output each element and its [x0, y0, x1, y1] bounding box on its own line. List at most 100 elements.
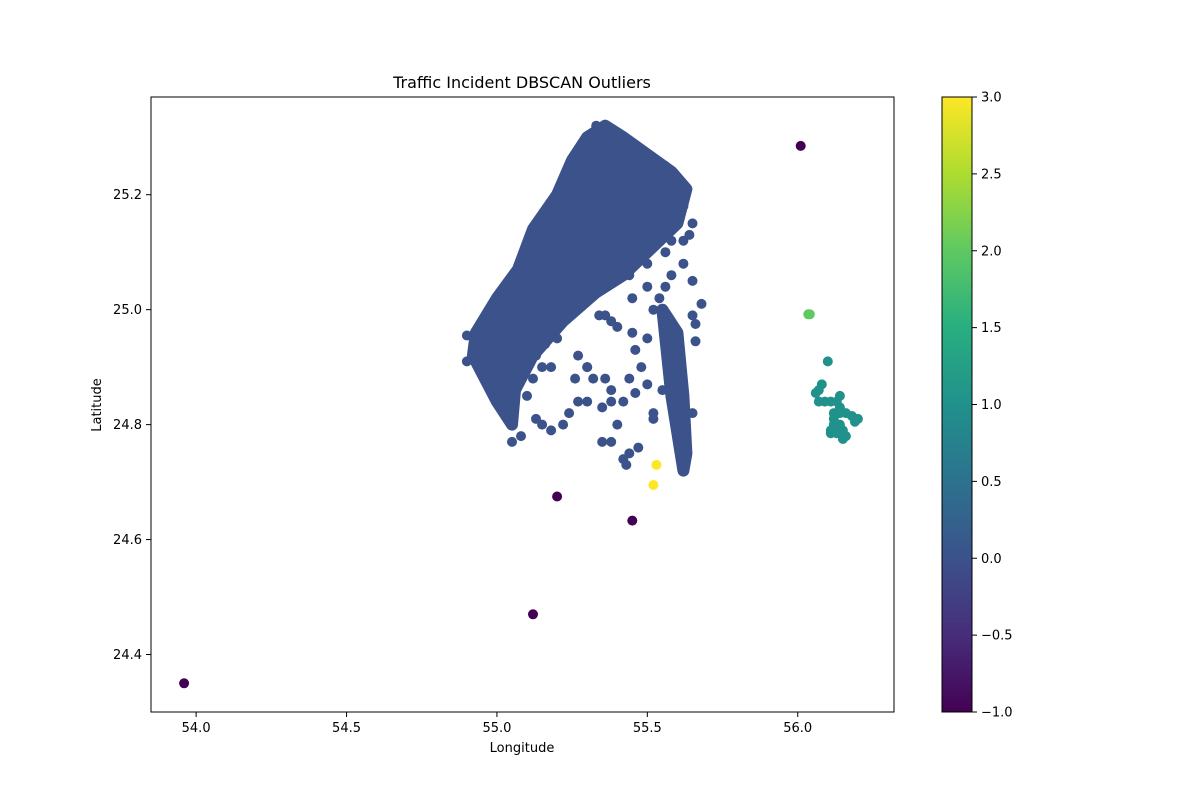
- x-axis: 54.0 54.5 55.0 55.5 56.0: [182, 712, 812, 736]
- scatter-point-cluster-0: [588, 373, 599, 384]
- scatter-point-cluster-0: [552, 235, 563, 246]
- x-tick-label: 55.5: [633, 721, 662, 736]
- scatter-point-cluster-0: [690, 336, 701, 347]
- scatter-point-cluster-0: [630, 344, 641, 355]
- y-tick-label: 25.2: [113, 188, 142, 203]
- scatter-point-cluster-0: [612, 143, 623, 154]
- scatter-point-cluster-0: [528, 373, 538, 384]
- scatter-point-cluster-0: [531, 350, 541, 361]
- scatter-point-cluster-2: [803, 309, 814, 320]
- scatter-point-cluster-0: [504, 379, 514, 390]
- scatter-point-cluster-0: [507, 436, 517, 447]
- scatter-point-cluster-0: [687, 275, 698, 286]
- scatter-point-cluster-0: [570, 161, 581, 171]
- scatter-point-cluster-0: [567, 189, 578, 200]
- scatter-point-cluster-0: [642, 333, 653, 344]
- scatter-point-cluster-0: [627, 247, 638, 258]
- scatter-point-cluster-0: [606, 385, 617, 396]
- colorbar-tick-label: 1.5: [981, 321, 1002, 336]
- scatter-point-cluster-0: [630, 388, 641, 398]
- scatter-point-cluster-0: [627, 293, 638, 304]
- scatter-point-cluster-noise: [627, 515, 638, 526]
- chart-title: Traffic Incident DBSCAN Outliers: [392, 73, 651, 92]
- scatter-point-cluster-0: [461, 356, 472, 367]
- scatter-point-cluster-0: [582, 362, 593, 373]
- scatter-point-cluster-0: [582, 396, 593, 407]
- y-tick-label: 24.6: [113, 533, 142, 548]
- scatter-point-cluster-3: [651, 459, 662, 470]
- colorbar-tick-label: 3.0: [981, 91, 1002, 106]
- x-tick-label: 56.0: [783, 721, 812, 736]
- scatter-point-cluster-1: [810, 388, 821, 398]
- colorbar-tick-label: −1.0: [981, 706, 1013, 721]
- colorbar-ticks: −1.0 −0.5 0.0 0.5 1.0 1.5 2.0 2.5 3.0: [972, 91, 1013, 721]
- scatter-point-cluster-0: [642, 379, 653, 390]
- y-axis: 24.4 24.6 24.8 25.0 25.2: [113, 188, 151, 663]
- scatter-point-cluster-0: [654, 293, 665, 304]
- scatter-point-cluster-0: [633, 442, 644, 453]
- scatter-point-cluster-0: [660, 161, 671, 171]
- scatter-point-cluster-0: [696, 298, 707, 309]
- scatter-point-cluster-0: [573, 396, 584, 407]
- scatter-point-cluster-0: [531, 413, 541, 424]
- scatter-point-cluster-0: [597, 436, 608, 447]
- scatter-point-cluster-1: [828, 413, 839, 424]
- colorbar-tick-label: 1.0: [981, 398, 1002, 413]
- scatter-point-cluster-0: [660, 247, 671, 258]
- scatter-point-cluster-0: [687, 218, 698, 229]
- scatter-point-cluster-0: [621, 459, 632, 470]
- scatter-point-cluster-0: [522, 275, 532, 286]
- colorbar-tick-label: 2.0: [981, 244, 1002, 259]
- scatter-point-cluster-0: [666, 224, 677, 235]
- scatter-point-cluster-0: [657, 385, 668, 396]
- scatter-point-cluster-0: [678, 258, 689, 269]
- scatter-point-cluster-0: [606, 396, 617, 407]
- scatter-point-cluster-0: [537, 247, 548, 258]
- scatter-point-cluster-0: [642, 258, 653, 269]
- scatter-point-cluster-0: [606, 436, 617, 447]
- scatter-point-cluster-1: [837, 434, 848, 444]
- colorbar-tick-label: −0.5: [981, 629, 1013, 644]
- y-axis-label: Latitude: [90, 378, 105, 432]
- scatter-point-cluster-0: [491, 388, 502, 398]
- scatter-point-cluster-0: [672, 212, 683, 223]
- points-layer: [179, 120, 863, 689]
- colorbar-tick-label: 0.5: [981, 475, 1002, 490]
- scatter-point-cluster-0: [522, 390, 532, 401]
- scatter-point-cluster-0: [636, 362, 647, 373]
- scatter-point-cluster-noise: [795, 140, 806, 151]
- scatter-point-cluster-0: [546, 425, 557, 436]
- scatter-point-cluster-0: [570, 373, 581, 384]
- scatter-point-cluster-0: [666, 270, 677, 281]
- scatter-point-cluster-0: [594, 310, 605, 321]
- scatter-point-cluster-0: [600, 373, 611, 384]
- scatter-point-cluster-0: [564, 408, 575, 419]
- scatter-point-cluster-0: [663, 362, 674, 373]
- scatter-point-cluster-0: [687, 408, 698, 419]
- plot-frame: [150, 96, 895, 713]
- x-tick-label: 54.0: [182, 721, 211, 736]
- scatter-point-cluster-0: [624, 270, 635, 281]
- scatter-point-cluster-0: [576, 143, 587, 154]
- scatter-point-cluster-noise: [528, 609, 538, 620]
- scatter-point-cluster-0: [612, 419, 623, 430]
- scatter-point-cluster-0: [591, 120, 602, 131]
- scatter-point-cluster-0: [546, 362, 557, 373]
- scatter-point-cluster-1: [834, 390, 845, 401]
- scatter-point-cluster-0: [678, 189, 689, 200]
- scatter-point-cluster-0: [597, 402, 608, 413]
- scatter-point-cluster-noise: [179, 678, 190, 689]
- scatter-point-cluster-0: [648, 413, 659, 424]
- scatter-point-cluster-noise: [552, 491, 563, 502]
- scatter-point-cluster-0: [672, 373, 683, 384]
- colorbar-gradient: [941, 96, 973, 713]
- scatter-point-cluster-0: [627, 327, 638, 338]
- scatter-point-cluster-0: [690, 319, 701, 329]
- scatter-point-cluster-1: [822, 356, 833, 367]
- x-axis-label: Longitude: [490, 741, 555, 756]
- x-tick-label: 55.0: [482, 721, 511, 736]
- colorbar-tick-label: 2.5: [981, 167, 1002, 182]
- scatter-point-cluster-0: [636, 155, 647, 166]
- scatter-point-cluster-0: [497, 293, 508, 304]
